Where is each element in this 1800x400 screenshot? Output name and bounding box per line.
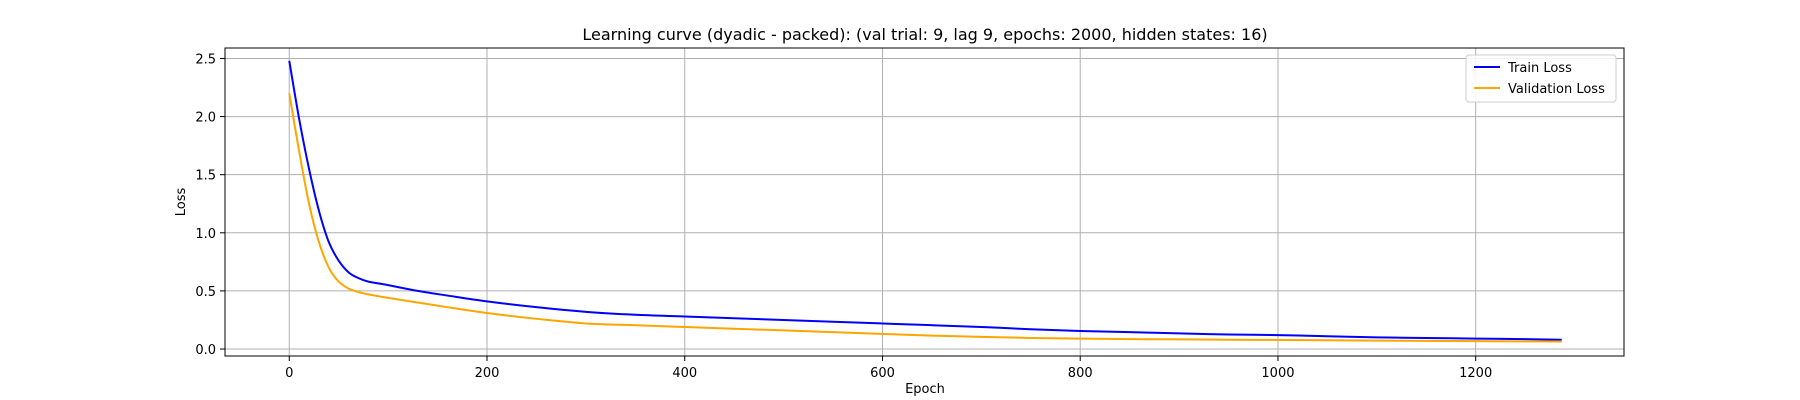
x-tick-label: 400 [672, 366, 697, 381]
y-tick-label: 2.5 [195, 52, 216, 67]
x-tick-label: 1000 [1261, 366, 1294, 381]
legend-box [1465, 54, 1617, 103]
plot-frame [224, 47, 1625, 357]
legend: Train Loss Validation Loss [1465, 54, 1617, 103]
y-tick-label: 0.0 [195, 343, 216, 358]
legend-label-train-loss: Train Loss [1507, 61, 1572, 76]
y-tick-label: 0.5 [195, 285, 216, 300]
legend-label-validation-loss: Validation Loss [1508, 82, 1605, 97]
x-tick-label: 0 [285, 366, 293, 381]
chart-title: Learning curve (dyadic - packed): (val t… [582, 25, 1267, 44]
grid-lines [225, 48, 1624, 356]
x-axis-label: Epoch [905, 382, 945, 397]
y-tick-label: 1.5 [195, 169, 216, 184]
validation-loss-line [288, 93, 1562, 343]
axis-ticks: 0 200 400 600 800 1000 1200 0.0 0.5 1.0 1.5 2.0 2.5 [195, 52, 1492, 381]
series-lines [288, 60, 1562, 343]
x-tick-label: 200 [475, 366, 500, 381]
y-tick-label: 1.0 [195, 227, 216, 242]
train-loss-line [288, 60, 1562, 341]
y-axis-label: Loss [174, 188, 189, 217]
y-tick-label: 2.0 [195, 111, 216, 126]
x-tick-label: 600 [870, 366, 895, 381]
x-tick-label: 1200 [1459, 366, 1492, 381]
x-tick-label: 800 [1068, 366, 1093, 381]
